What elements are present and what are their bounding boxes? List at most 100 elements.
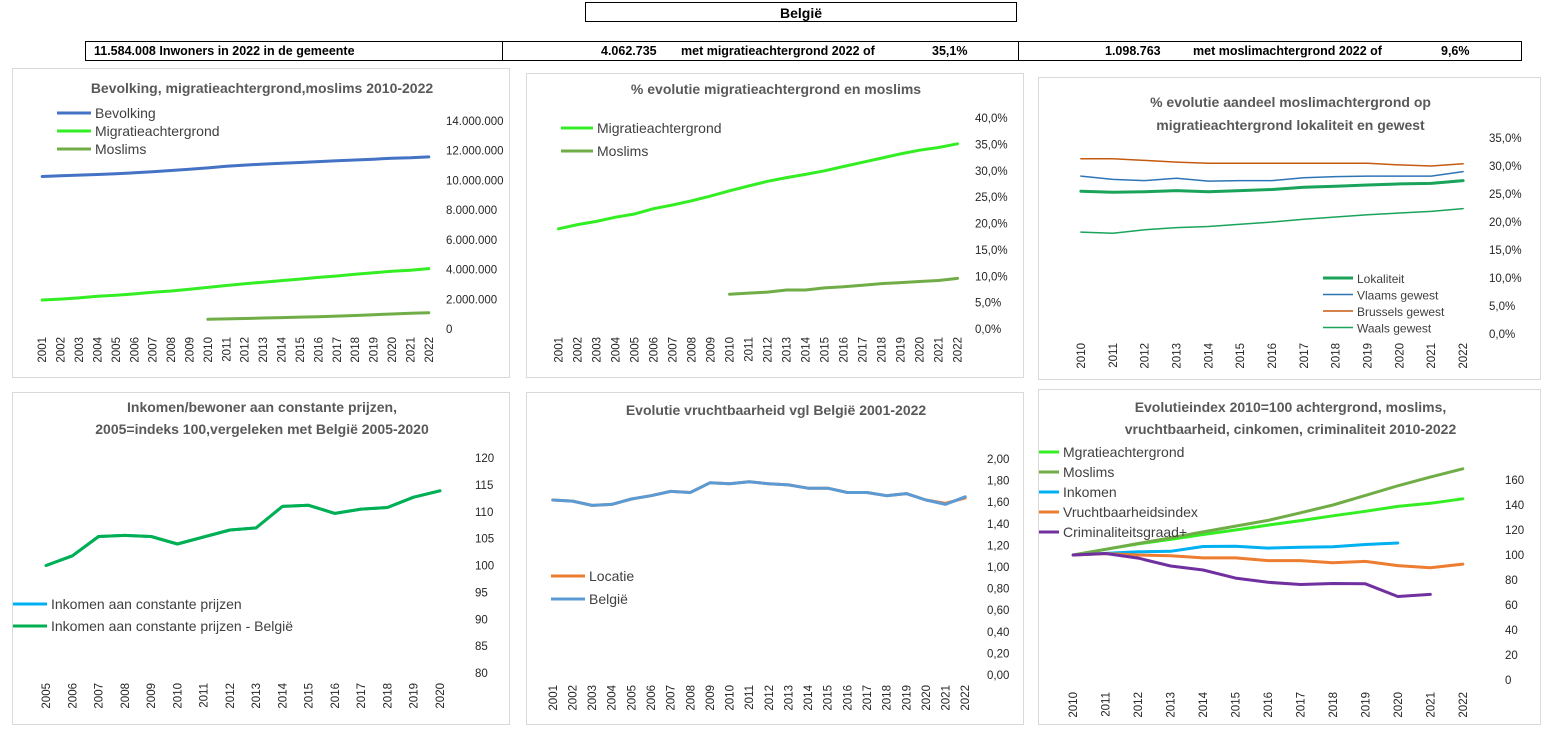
legend-label: Lokaliteit: [1357, 272, 1405, 286]
x-tick-label: 2017: [1295, 692, 1307, 718]
x-tick-label: 2013: [783, 685, 795, 711]
y-tick-label: 30,0%: [975, 166, 1008, 178]
x-tick-label: 2016: [842, 685, 854, 711]
series-line: [40, 267, 431, 302]
y-tick-label: 95: [475, 587, 488, 599]
x-tick-label: 2014: [1203, 342, 1215, 368]
legend-label: Migratieachtergrond: [597, 120, 722, 136]
x-tick-label: 2009: [184, 337, 196, 363]
y-tick-label: 5,0%: [1489, 301, 1515, 313]
x-tick-label: 2006: [129, 337, 141, 363]
series-line: [551, 480, 967, 507]
chart-title: Evolutieindex 2010=100 achtergrond, mosl…: [1135, 399, 1447, 415]
x-tick-label: 2020: [921, 685, 933, 711]
legend-label: Inkomen: [1063, 484, 1117, 500]
y-tick-label: 105: [475, 534, 494, 546]
y-tick-label: 1,80: [987, 476, 1009, 488]
series-line: [1071, 467, 1465, 557]
x-tick-label: 2009: [146, 683, 158, 709]
y-tick-label: 80: [475, 668, 488, 680]
y-tick-label: 100: [1505, 550, 1524, 562]
y-tick-label: 5,0%: [975, 298, 1001, 310]
legend-label: België: [589, 591, 628, 607]
series-line: [1071, 552, 1432, 598]
y-tick-label: 80: [1505, 575, 1518, 587]
x-tick-label: 2013: [1166, 692, 1178, 718]
x-tick-label: 2019: [1363, 343, 1375, 369]
x-tick-label: 2010: [725, 337, 737, 363]
x-tick-label: 2018: [350, 337, 362, 363]
x-tick-label: 2002: [573, 337, 585, 363]
x-tick-label: 2007: [94, 683, 106, 709]
x-tick-label: 2010: [172, 683, 184, 709]
stats-divider: [1018, 42, 1019, 60]
x-tick-label: 2014: [277, 336, 289, 362]
y-tick-label: 110: [475, 507, 493, 519]
population-stat: 11.584.008 Inwoners in 2022 in de gemeen…: [94, 44, 355, 58]
chart-population-svg: Bevolking, migratieachtergrond,moslims 2…: [37, 80, 503, 363]
y-tick-label: 90: [475, 614, 488, 626]
x-tick-label: 2011: [221, 337, 233, 362]
x-tick-label: 2009: [706, 337, 718, 363]
y-tick-label: 8.000.000: [446, 205, 497, 217]
stats-divider: [502, 42, 503, 60]
chart-evolution-index-svg: Evolutieindex 2010=100 achtergrond, mosl…: [1039, 399, 1524, 718]
y-tick-label: 1,40: [987, 519, 1009, 531]
y-tick-label: 6.000.000: [446, 235, 497, 247]
x-tick-label: 2021: [934, 337, 946, 363]
x-tick-label: 2011: [1101, 692, 1113, 717]
x-tick-label: 2020: [915, 337, 927, 363]
x-tick-label: 2013: [258, 337, 270, 363]
y-tick-label: 30,0%: [1489, 161, 1522, 173]
x-tick-label: 2010: [1068, 692, 1080, 718]
legend-label: Moslims: [1063, 464, 1114, 480]
series-line: [1080, 170, 1464, 182]
y-tick-label: 0,0%: [1489, 329, 1515, 341]
x-tick-label: 2012: [240, 337, 252, 363]
y-tick-label: 2.000.000: [446, 294, 497, 306]
x-tick-label: 2005: [111, 337, 123, 363]
y-tick-label: 25,0%: [1489, 189, 1522, 201]
x-tick-label: 2014: [1198, 691, 1210, 717]
x-tick-label: 2007: [668, 337, 680, 363]
y-tick-label: 10,0%: [975, 271, 1008, 283]
x-tick-label: 2005: [626, 685, 638, 711]
x-tick-label: 2020: [1394, 343, 1406, 369]
chart-title: 2005=indeks 100,vergeleken met België 20…: [95, 421, 429, 437]
x-tick-label: 2004: [92, 336, 104, 362]
legend-label: Waals gewest: [1357, 322, 1432, 336]
legend-label: Vruchtbaarheidsindex: [1063, 504, 1198, 520]
x-tick-label: 2022: [960, 685, 972, 711]
chart-population: Bevolking, migratieachtergrond,moslims 2…: [12, 68, 510, 378]
chart-title: % evolutie aandeel moslimachtergrond op: [1150, 94, 1431, 110]
x-tick-label: 2010: [203, 337, 215, 363]
chart-migration-percent: % evolutie migratieachtergrond en moslim…: [526, 73, 1024, 378]
chart-migration-percent-svg: % evolutie migratieachtergrond en moslim…: [554, 81, 1008, 363]
x-tick-label: 2022: [1458, 343, 1470, 369]
x-tick-label: 2004: [611, 336, 623, 362]
series-line: [728, 276, 959, 296]
stats-bar: 11.584.008 Inwoners in 2022 in de gemeen…: [85, 41, 1522, 61]
x-tick-label: 2011: [744, 685, 756, 710]
series-line: [1071, 552, 1465, 570]
x-tick-label: 2018: [1331, 343, 1343, 369]
y-tick-label: 100: [475, 561, 494, 573]
series-line: [206, 311, 431, 321]
legend-label: Inkomen aan constante prijzen - België: [51, 618, 293, 634]
x-tick-label: 2002: [56, 337, 68, 363]
x-tick-label: 2003: [592, 337, 604, 363]
muslim-label: met moslimachtergrond 2022 of: [1193, 44, 1382, 58]
y-tick-label: 0: [446, 324, 452, 336]
x-tick-label: 2018: [877, 337, 889, 363]
y-tick-label: 0,40: [987, 627, 1009, 639]
legend-label: Migratieachtergrond: [95, 123, 220, 139]
x-tick-label: 2021: [941, 685, 953, 711]
x-tick-label: 2008: [166, 337, 178, 363]
x-tick-label: 2014: [801, 336, 813, 362]
chart-evolution-index: Evolutieindex 2010=100 achtergrond, mosl…: [1038, 389, 1541, 725]
series-line: [1080, 207, 1464, 234]
x-tick-label: 2009: [705, 685, 717, 711]
x-tick-label: 2012: [764, 685, 776, 711]
legend-label: Brussels gewest: [1357, 305, 1445, 319]
y-tick-label: 4.000.000: [446, 265, 497, 277]
